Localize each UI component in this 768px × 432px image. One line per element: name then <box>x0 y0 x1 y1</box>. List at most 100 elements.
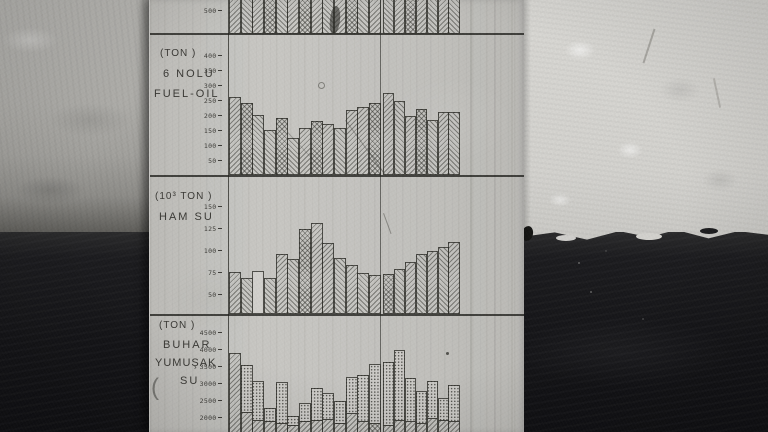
bar <box>368 274 381 314</box>
bar-segment-hatched <box>383 424 395 432</box>
bar <box>357 107 370 175</box>
bar <box>448 242 460 314</box>
bar-segment-hatched <box>310 419 323 432</box>
bar-segment-stippled <box>322 392 335 420</box>
axis-tick-label: 50 <box>180 157 222 165</box>
section-divider <box>150 33 524 35</box>
y-axis-line <box>228 0 230 432</box>
bar-segment-hatched <box>287 424 300 432</box>
chart3-title-line: HAM SU <box>159 211 214 223</box>
bar-segment-stippled <box>383 361 395 426</box>
bar-cropped <box>448 0 460 34</box>
section-divider <box>150 175 524 177</box>
bar <box>298 229 311 314</box>
bar-segment-hatched <box>368 423 381 432</box>
axis-tick-label: 4000 <box>180 346 222 354</box>
bar <box>275 117 288 175</box>
bar-segment-hatched <box>415 423 427 432</box>
bar-segment-hatched <box>345 412 358 432</box>
bar-segment-stippled <box>310 388 323 421</box>
bar-segment-stippled <box>415 391 427 425</box>
bar-segment-stippled <box>345 376 358 414</box>
axis-tick-label: 500 <box>180 7 222 15</box>
bar <box>310 120 323 175</box>
bar <box>426 251 438 314</box>
chart2-unit-label: (TON ) <box>160 48 197 59</box>
bar-segment-hatched <box>448 421 460 432</box>
bar <box>357 273 370 314</box>
bar <box>383 92 395 175</box>
wood-grain <box>511 0 513 432</box>
bar-segment-hatched <box>322 418 335 432</box>
chart3-unit-label: (10³ TON ) <box>155 191 213 202</box>
axis-tick-label: 50 <box>180 291 222 299</box>
bar-cropped <box>333 0 346 34</box>
bar-cropped <box>426 0 438 34</box>
bar-cropped <box>415 0 427 34</box>
axis-tick-label: 150 <box>180 127 222 135</box>
bar-segment-hatched <box>333 423 346 432</box>
bar <box>229 272 242 314</box>
bar <box>437 112 449 175</box>
bar-segment-hatched <box>357 421 370 432</box>
bar-cropped <box>298 0 311 34</box>
bar <box>240 103 253 175</box>
bar <box>345 110 358 175</box>
bar-segment-hatched <box>426 418 438 432</box>
bar-segment-hatched <box>298 421 311 432</box>
wall-fringe <box>700 228 718 234</box>
bar-cropped <box>252 0 265 34</box>
ink-dot <box>446 352 449 355</box>
bar <box>298 128 311 175</box>
axis-tick-label: 250 <box>180 97 222 105</box>
bar-cropped <box>275 0 288 34</box>
bar <box>252 271 265 314</box>
bar <box>322 123 335 175</box>
axis-tick-label: 350 <box>180 67 222 75</box>
axis-tick-label: 100 <box>180 247 222 255</box>
bar-cropped <box>357 0 370 34</box>
bar <box>240 278 253 314</box>
bar <box>287 138 300 175</box>
section-divider <box>150 314 524 316</box>
bar-segment-stippled <box>263 407 277 423</box>
bar-cropped <box>263 0 277 34</box>
bar-segment-stippled <box>287 416 300 426</box>
wall-plaster-left <box>0 0 152 258</box>
bar <box>252 115 265 175</box>
bar-cropped <box>393 0 406 34</box>
axis-tick-label: 3000 <box>180 380 222 388</box>
dust-speck <box>578 262 580 264</box>
bar <box>310 222 323 314</box>
bar-cropped <box>310 0 323 34</box>
axis-tick-label: 100 <box>180 142 222 150</box>
bar-cropped <box>383 0 395 34</box>
bar <box>393 268 406 314</box>
bar <box>333 258 346 314</box>
bar <box>322 243 335 314</box>
bar-segment-stippled <box>437 398 449 421</box>
wall-plaster-right <box>520 0 768 240</box>
bar-segment-stippled <box>393 350 406 421</box>
bar <box>393 101 406 175</box>
bar <box>345 265 358 314</box>
bar-segment-hatched <box>393 419 406 432</box>
bar-cropped <box>437 0 449 34</box>
axis-tick-label: 150 <box>180 203 222 211</box>
bar <box>448 112 460 175</box>
chart-board: (TON ) 6 NOLU FUEL-OIL (10³ TON ) HAM SU… <box>149 0 524 432</box>
pencil-circle <box>318 82 325 89</box>
bar-segment-stippled <box>252 380 265 422</box>
chart4-unit-label: (TON ) <box>159 320 196 331</box>
bar-segment-stippled <box>298 402 311 423</box>
bar-segment-stippled <box>448 385 460 423</box>
wall-fringe <box>556 235 576 241</box>
wood-grain <box>470 0 472 432</box>
bar <box>437 246 449 314</box>
bar-cropped <box>287 0 300 34</box>
dust-speck <box>590 291 592 293</box>
scratch-mark <box>382 213 392 235</box>
axis-tick-label: 300 <box>180 82 222 90</box>
bar <box>263 278 277 314</box>
